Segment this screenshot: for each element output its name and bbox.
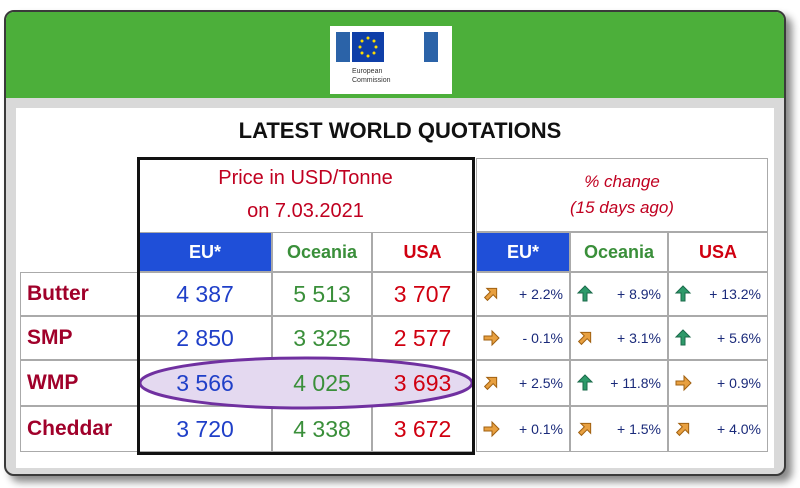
change-value: + 2.5% — [519, 375, 563, 391]
change-value: + 2.2% — [519, 286, 563, 302]
change-cell: + 2.5% — [476, 360, 570, 406]
trend-arrow — [576, 374, 594, 391]
change-cell: + 1.5% — [570, 406, 668, 452]
price-value: 5 513 — [293, 280, 351, 307]
price-value: 3 707 — [393, 280, 452, 307]
price-value: 4 338 — [293, 415, 351, 442]
price-column-header: Oceania — [272, 232, 372, 272]
eu-stars — [358, 36, 378, 58]
price-value: 2 850 — [176, 324, 234, 351]
change-cell: - 0.1% — [476, 316, 570, 360]
change-header-line: (15 days ago) — [570, 198, 674, 217]
trend-arrow — [674, 285, 692, 302]
logo-text: Commission — [352, 77, 391, 84]
change-value: + 8.9% — [617, 286, 661, 302]
title: LATEST WORLD QUOTATIONS — [238, 118, 562, 143]
product-name: SMP — [20, 316, 138, 360]
price-value: 4 025 — [293, 369, 351, 396]
change-cell: + 4.0% — [668, 406, 768, 452]
trend-arrow — [674, 329, 692, 346]
change-cell: + 0.1% — [476, 406, 570, 452]
change-value: + 11.8% — [610, 375, 661, 391]
logo-building — [336, 32, 438, 62]
price-cell — [272, 272, 372, 316]
price-value: 3 566 — [176, 369, 234, 396]
change-value: + 3.1% — [617, 330, 661, 346]
change-header: % change (15 days ago) — [476, 158, 768, 232]
trend-arrow — [483, 287, 498, 302]
change-cell: + 13.2% — [668, 272, 768, 316]
change-value: + 1.5% — [617, 421, 661, 437]
product-name: Butter — [20, 272, 138, 316]
change-value: + 0.9% — [717, 375, 761, 391]
price-header-line: Price in USD/Tonne — [218, 167, 393, 189]
price-value: 2 577 — [393, 324, 452, 351]
price-value: 3 693 — [393, 369, 452, 396]
price-value: 3 720 — [176, 415, 234, 442]
trend-arrow — [483, 376, 498, 391]
price-column-header: EU* — [138, 232, 272, 272]
price-header-line: on 7.03.2021 — [247, 200, 364, 222]
change-value: + 5.6% — [717, 330, 761, 346]
change-cell: + 2.2% — [476, 272, 570, 316]
change-value: - 0.1% — [522, 330, 563, 346]
price-header: Price in USD/Tonne on 7.03.2021 — [138, 158, 473, 232]
change-header-line: % change — [584, 172, 660, 191]
price-block-border — [137, 157, 475, 455]
change-column-header: EU* — [476, 232, 570, 272]
change-cell: + 0.9% — [668, 360, 768, 406]
logo: European Commission — [330, 26, 452, 94]
trend-arrow — [675, 422, 690, 437]
price-value: 3 325 — [293, 324, 351, 351]
product-name: Cheddar — [20, 406, 138, 452]
change-cell: + 8.9% — [570, 272, 668, 316]
change-value: + 4.0% — [717, 421, 761, 437]
trend-arrow — [483, 420, 500, 438]
change-value: + 0.1% — [519, 421, 563, 437]
price-value: 3 672 — [393, 415, 452, 442]
trend-arrow — [675, 374, 692, 392]
trend-arrow — [577, 331, 592, 346]
product-name: WMP — [20, 360, 138, 406]
trend-arrow — [577, 422, 592, 437]
change-cell: + 11.8% — [570, 360, 668, 406]
change-column-header: Oceania — [570, 232, 668, 272]
change-cell: + 5.6% — [668, 316, 768, 360]
logo-text: European — [352, 68, 382, 75]
trend-arrow — [576, 285, 594, 302]
logo-graphic: European Commission — [336, 32, 438, 84]
change-value: + 13.2% — [709, 286, 761, 302]
price-value: 4 387 — [176, 280, 234, 307]
change-cell: + 3.1% — [570, 316, 668, 360]
trend-arrow — [483, 329, 500, 347]
change-column-header: USA — [668, 232, 768, 272]
